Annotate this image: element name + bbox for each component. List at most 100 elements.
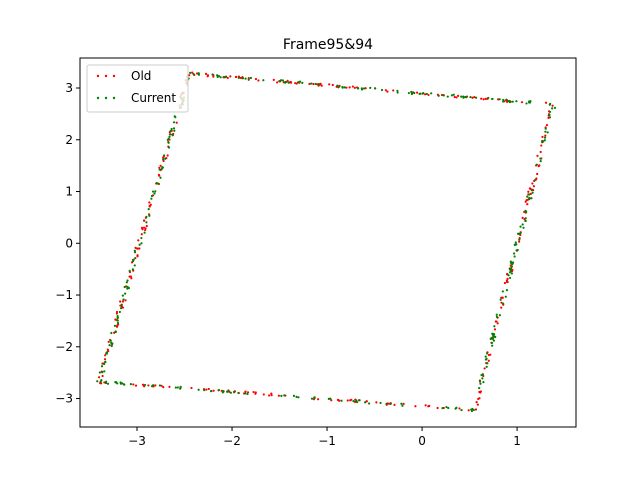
point-old <box>506 277 509 280</box>
point-old <box>188 74 191 77</box>
point-current <box>491 97 494 101</box>
point-current <box>179 385 182 388</box>
point-old <box>331 83 334 87</box>
point-old <box>416 91 419 94</box>
point-old <box>270 394 273 397</box>
point-current <box>166 138 169 142</box>
point-current <box>511 261 514 265</box>
point-current <box>179 387 182 390</box>
point-old <box>101 374 104 378</box>
point-current <box>400 402 403 405</box>
point-old <box>500 301 503 304</box>
point-current <box>158 168 161 171</box>
point-current <box>492 334 495 337</box>
point-old <box>104 354 107 357</box>
point-old <box>144 227 147 230</box>
point-current <box>544 127 547 130</box>
point-old <box>295 82 298 85</box>
point-current <box>528 193 531 196</box>
point-current <box>298 80 302 83</box>
point-old <box>386 90 389 93</box>
point-current <box>192 72 195 76</box>
point-old <box>536 172 539 176</box>
point-current <box>413 91 416 95</box>
legend-label-current: Current <box>131 91 176 105</box>
y-tick-label: −3 <box>55 392 73 406</box>
point-old <box>168 385 171 388</box>
point-old <box>539 150 542 154</box>
point-old <box>212 389 215 392</box>
point-current <box>507 274 510 277</box>
point-current <box>492 339 495 342</box>
point-current <box>262 79 265 82</box>
point-current <box>489 337 493 340</box>
point-old <box>272 78 275 81</box>
point-current <box>480 373 483 377</box>
point-current <box>450 94 453 97</box>
point-old <box>195 72 199 75</box>
point-current <box>401 404 404 407</box>
point-current <box>155 181 158 185</box>
point-current <box>280 394 283 397</box>
point-old <box>424 404 427 407</box>
point-old <box>428 404 431 407</box>
point-current <box>533 179 536 182</box>
point-old <box>121 300 125 303</box>
point-current <box>313 396 316 399</box>
point-current <box>131 268 134 271</box>
point-current <box>295 395 298 398</box>
point-old <box>191 71 194 74</box>
point-current <box>297 81 300 84</box>
point-old <box>226 76 229 80</box>
point-old <box>536 154 539 157</box>
point-current <box>153 192 156 195</box>
point-current <box>368 402 371 405</box>
point-current <box>116 317 119 320</box>
point-current <box>510 272 513 275</box>
point-old <box>505 280 509 284</box>
x-axis: −3 −2 −1 0 1 <box>128 427 521 448</box>
point-old <box>531 182 534 185</box>
point-old <box>244 390 247 393</box>
point-current <box>358 399 361 402</box>
point-old <box>106 348 109 351</box>
point-old <box>175 121 178 124</box>
point-current <box>151 190 155 193</box>
point-current <box>539 160 542 163</box>
point-current <box>189 71 192 74</box>
point-old <box>159 164 162 167</box>
y-tick-label: −1 <box>55 288 73 302</box>
point-old <box>140 233 143 236</box>
point-old <box>257 79 260 82</box>
point-current <box>548 113 551 117</box>
point-old <box>476 403 479 406</box>
point-current <box>310 82 313 85</box>
point-old <box>540 144 543 147</box>
point-current <box>103 370 106 373</box>
point-current <box>343 86 346 89</box>
point-current <box>297 396 300 399</box>
point-old <box>162 386 165 389</box>
legend: Old Current <box>86 64 189 113</box>
point-old <box>500 296 503 299</box>
point-current <box>515 243 518 246</box>
point-current <box>100 365 104 368</box>
point-old <box>474 408 478 411</box>
point-current <box>524 217 527 220</box>
point-current <box>281 79 285 82</box>
point-current <box>103 362 106 366</box>
point-current <box>143 383 147 387</box>
point-old <box>478 397 481 400</box>
point-current <box>410 92 413 96</box>
point-current <box>363 401 367 404</box>
point-current <box>174 116 177 119</box>
point-current <box>159 176 162 179</box>
point-current <box>519 225 522 228</box>
point-current <box>327 397 330 400</box>
point-old <box>467 409 470 412</box>
point-current <box>284 81 287 84</box>
point-old <box>482 98 485 101</box>
point-current <box>310 397 314 400</box>
legend-marker-old <box>104 74 108 78</box>
point-current <box>543 139 546 142</box>
